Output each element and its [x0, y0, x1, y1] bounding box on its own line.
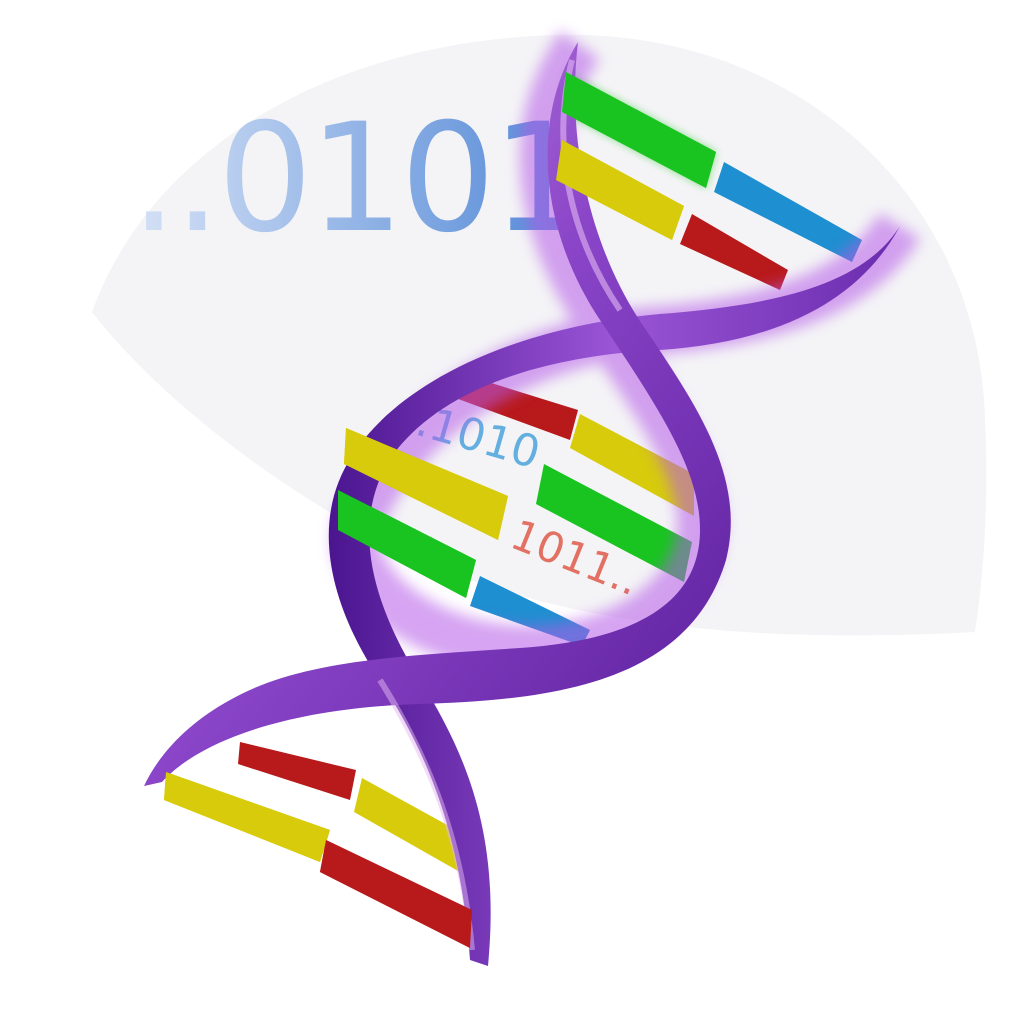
base-green — [562, 72, 716, 188]
base-blue — [714, 162, 862, 262]
base-yellow — [556, 140, 684, 240]
base-green — [536, 464, 692, 582]
base-pairs-front — [164, 72, 716, 948]
base-yellow — [570, 414, 694, 516]
base-red — [238, 742, 356, 800]
base-yellow — [164, 772, 330, 862]
base-green — [338, 490, 476, 598]
backbone-strand-b — [144, 42, 731, 786]
base-pair-6 — [238, 742, 478, 880]
base-yellow — [354, 778, 478, 880]
base-yellow — [344, 428, 508, 540]
base-red — [320, 840, 472, 948]
base-red — [680, 214, 788, 290]
headline-binary-text: ..0101 — [130, 92, 583, 266]
